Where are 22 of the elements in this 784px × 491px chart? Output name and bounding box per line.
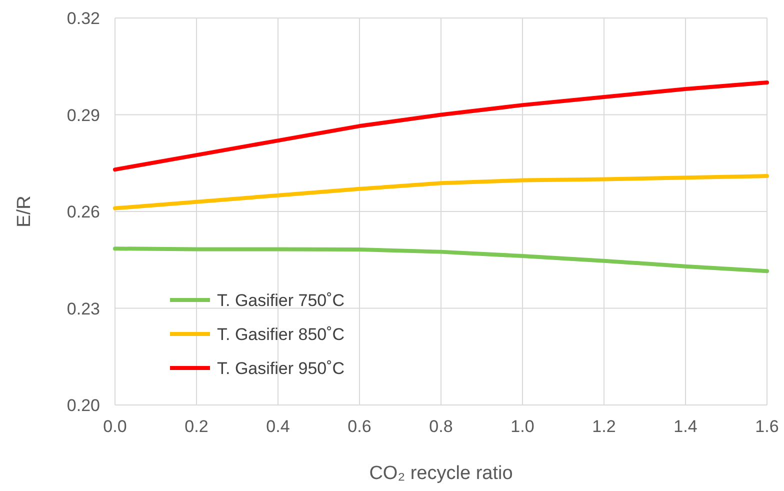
x-axis-title: CO₂ recycle ratio [369,463,513,484]
x-tick-label: 1.0 [510,417,534,436]
x-tick-label: 0.0 [103,417,127,436]
y-tick-label: 0.20 [66,396,100,415]
x-tick-label: 0.4 [266,417,290,436]
y-tick-label: 0.23 [66,299,100,318]
y-tick-label: 0.29 [66,106,100,125]
legend-label: T. Gasifier 750˚C [217,291,345,310]
x-tick-label: 0.2 [184,417,208,436]
legend-label: T. Gasifier 950˚C [217,359,345,378]
x-tick-label: 0.6 [348,417,372,436]
x-tick-label: 1.4 [674,417,698,436]
x-tick-label: 1.2 [592,417,616,436]
y-axis-title: E/R [14,196,35,228]
line-series [113,80,769,172]
line-series [113,174,769,210]
line-series [113,246,769,274]
x-tick-label: 0.8 [429,417,453,436]
legend-label: T. Gasifier 850˚C [217,325,345,344]
y-tick-label: 0.26 [66,202,100,222]
x-tick-label: 1.6 [755,417,779,436]
y-tick-label: 0.32 [66,9,100,28]
